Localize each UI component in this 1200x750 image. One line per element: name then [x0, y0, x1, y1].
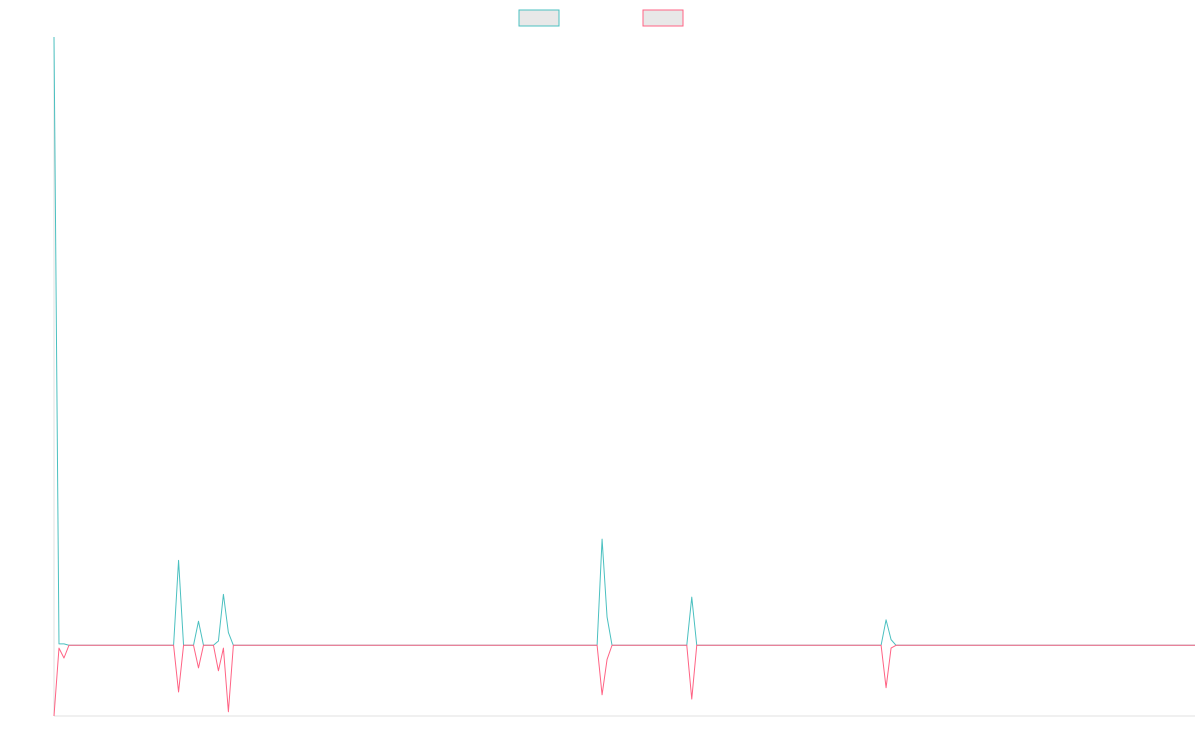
axes	[53, 37, 1195, 717]
legend-swatch	[518, 9, 560, 27]
legend-item-2[interactable]	[642, 9, 684, 27]
legend-swatch	[642, 9, 684, 27]
series-line-1	[53, 36, 1195, 646]
series-line-2	[53, 644, 1195, 717]
legend-item-1[interactable]	[518, 9, 560, 27]
legend	[518, 9, 684, 27]
series-layer	[53, 36, 1196, 717]
